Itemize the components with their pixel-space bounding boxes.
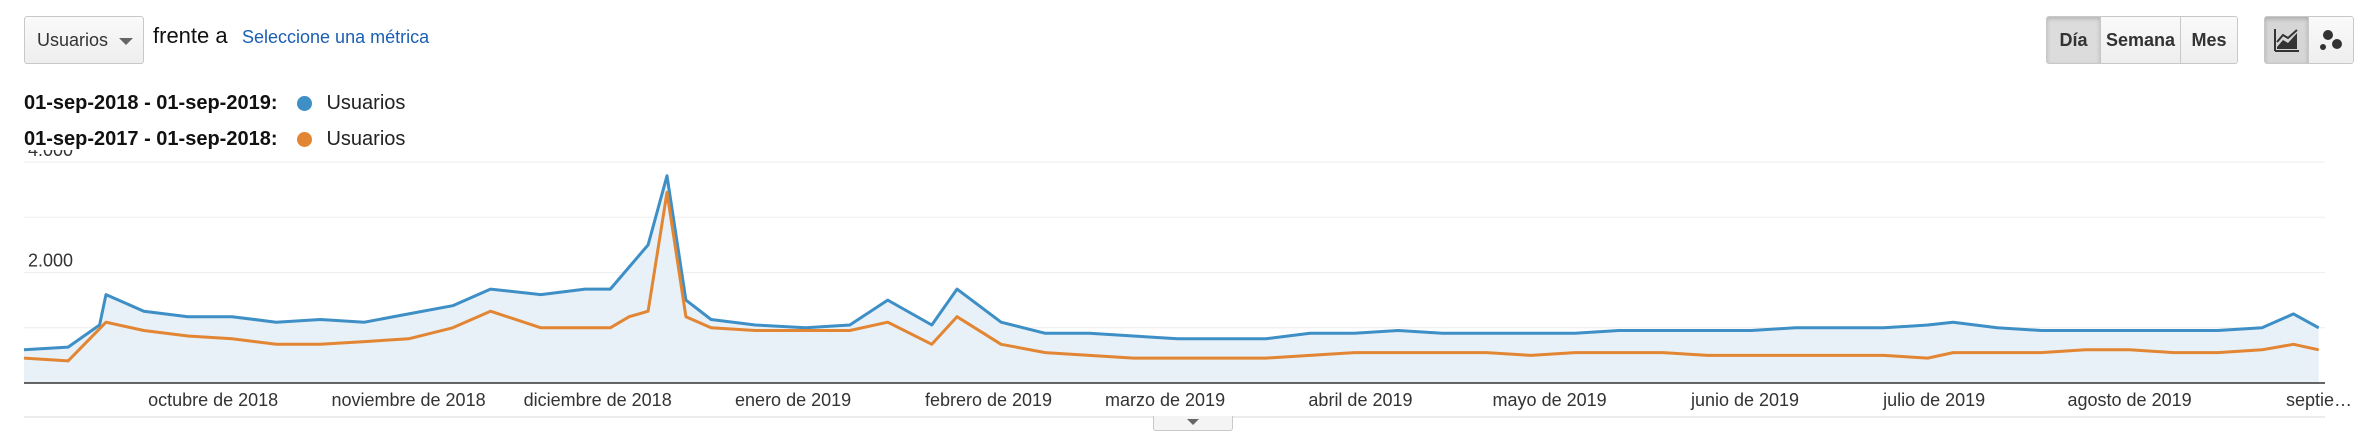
x-tick-label: agosto de 2019 <box>2068 390 2192 410</box>
period-week-button[interactable]: Semana <box>2101 17 2181 63</box>
x-tick-label: enero de 2019 <box>735 390 851 410</box>
motion-chart-icon <box>2320 30 2342 50</box>
x-tick-label: octubre de 2018 <box>148 390 278 410</box>
legend-series-current: 01-sep-2018 - 01-sep-2019: Usuarios <box>24 88 405 118</box>
x-tick-label: abril de 2019 <box>1308 390 1412 410</box>
x-tick-label: febrero de 2019 <box>925 390 1052 410</box>
metric-select-label: Usuarios <box>37 30 109 50</box>
select-metric-link[interactable]: Seleccione una métrica <box>242 27 430 47</box>
chevron-down-icon <box>1187 419 1199 425</box>
x-tick-label: julio de 2019 <box>1882 390 1985 410</box>
legend-marker <box>297 95 313 111</box>
x-tick-label: junio de 2019 <box>1690 390 1799 410</box>
period-toggle-group: Día Semana Mes <box>2046 16 2238 64</box>
period-month-button[interactable]: Mes <box>2181 17 2237 63</box>
y-tick-label: 2.000 <box>28 251 73 271</box>
period-day-button[interactable]: Día <box>2047 17 2101 63</box>
chart-toolbar: Usuarios frente a Seleccione una métrica… <box>0 0 2370 80</box>
line-chart-icon <box>2273 29 2299 52</box>
legend-marker <box>297 131 313 147</box>
metric-select[interactable]: Usuarios <box>24 16 144 64</box>
chart-view-toggle-group <box>2264 16 2354 64</box>
line-chart-view-button[interactable] <box>2265 17 2309 63</box>
series-line-previous <box>23 190 2320 363</box>
legend-series-name: Usuarios <box>326 127 406 150</box>
series-line-current <box>23 174 2320 352</box>
legend-range-label: 01-sep-2018 - 01-sep-2019: <box>24 91 278 114</box>
legend-series-previous: 01-sep-2017 - 01-sep-2018: Usuarios <box>24 124 405 154</box>
x-tick-label: mayo de 2019 <box>1493 390 1607 410</box>
legend-series-name: Usuarios <box>326 91 406 114</box>
motion-chart-view-button[interactable] <box>2309 17 2353 63</box>
x-tick-label: noviembre de 2018 <box>331 390 485 410</box>
x-tick-label: marzo de 2019 <box>1105 390 1225 410</box>
users-line-chart: 4.000 2.000 octubre de 2018 noviembre de 20… <box>23 150 2352 418</box>
expand-chart-handle[interactable] <box>1153 416 1233 431</box>
x-tick-label: diciembre de 2018 <box>524 390 672 410</box>
y-tick-label: 4.000 <box>28 150 73 160</box>
versus-label: frente a <box>153 23 228 48</box>
x-tick-label: septie… <box>2286 390 2352 410</box>
legend-range-label: 01-sep-2017 - 01-sep-2018: <box>24 127 278 150</box>
chevron-down-icon <box>119 38 133 45</box>
